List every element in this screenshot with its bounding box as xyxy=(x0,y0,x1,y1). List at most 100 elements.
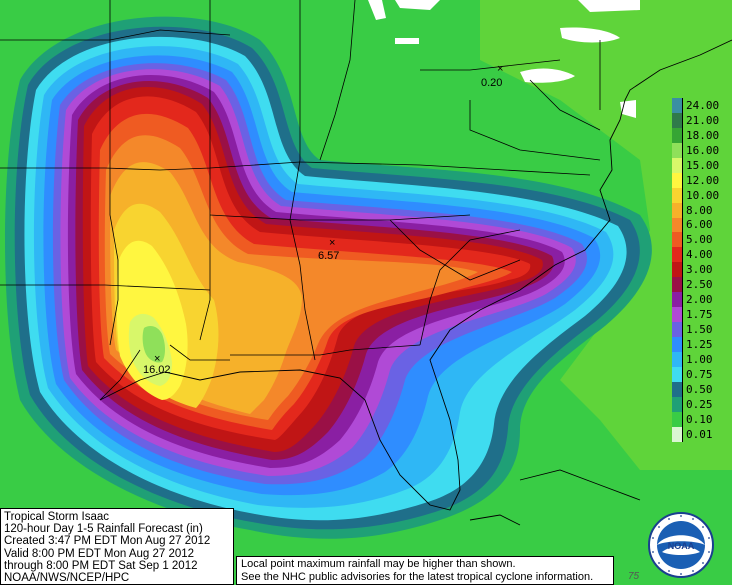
lake-small-white xyxy=(395,38,419,44)
legend-swatch xyxy=(672,322,683,337)
legend-swatch xyxy=(672,307,683,323)
coastline xyxy=(99,39,732,526)
legend-row: 1.50 xyxy=(672,322,732,337)
longitude-label: 75 xyxy=(628,571,640,582)
legend-label: 2.00 xyxy=(686,293,713,307)
legend-row: 12.00 xyxy=(672,172,732,188)
legend-label: 0.50 xyxy=(686,382,713,396)
legend-swatch xyxy=(672,172,683,188)
point-value-georgia: 6.57 xyxy=(318,250,340,262)
forecast-info-box: Tropical Storm Isaac 120-hour Day 1-5 Ra… xyxy=(0,508,234,585)
legend-label: 15.00 xyxy=(686,158,720,172)
point-marker-louisiana: × xyxy=(154,353,161,365)
legend-label: 16.00 xyxy=(686,143,720,157)
noaa-logo-icon: NOAA xyxy=(648,512,714,578)
legend-label: 0.25 xyxy=(686,397,713,411)
lake-ontario xyxy=(560,27,620,43)
info-storm-name: Tropical Storm Isaac xyxy=(4,511,110,523)
legend-swatch xyxy=(672,366,683,382)
legend-label: 0.75 xyxy=(686,367,713,381)
legend-label: 5.00 xyxy=(686,233,713,247)
legend-row: 1.25 xyxy=(672,337,732,352)
legend-row: 1.75 xyxy=(672,307,732,323)
band-0-01-east xyxy=(480,0,732,470)
legend-label: 1.75 xyxy=(686,308,713,322)
rainfall-legend: 24.00 21.00 18.00 16.00 15.00 12.00 10.00 8.00 6… xyxy=(672,98,732,442)
legend-row: 1.00 xyxy=(672,351,732,367)
legend-label: 8.00 xyxy=(686,203,713,217)
noaa-logo-text: NOAA xyxy=(668,541,695,551)
noaa-logo: NOAA xyxy=(648,512,714,578)
legend-row: 0.10 xyxy=(672,411,732,427)
disclaimer-box: Local point maximum rainfall may be high… xyxy=(236,556,614,585)
legend-swatch xyxy=(672,292,683,308)
legend-swatch xyxy=(672,277,683,293)
info-valid: Valid 8:00 PM EDT Mon Aug 27 2012 xyxy=(4,547,195,560)
legend-label: 21.00 xyxy=(686,113,720,127)
legend-swatch xyxy=(672,337,683,352)
legend-row: 6.00 xyxy=(672,217,732,233)
lake-michigan xyxy=(368,0,386,20)
legend-label: 0.01 xyxy=(686,427,713,441)
lake-erie xyxy=(520,68,575,83)
legend-label: 0.10 xyxy=(686,412,713,426)
legend-swatch xyxy=(672,411,683,427)
legend-swatch xyxy=(672,98,683,113)
legend-label: 18.00 xyxy=(686,128,720,142)
legend-swatch xyxy=(672,157,683,173)
legend-swatch xyxy=(672,112,683,128)
legend-row: 2.00 xyxy=(672,292,732,308)
legend-label: 4.00 xyxy=(686,248,713,262)
legend-swatch xyxy=(672,202,683,218)
legend-label: 10.00 xyxy=(686,188,720,202)
point-value-louisiana: 16.02 xyxy=(143,364,171,376)
legend-row: 18.00 xyxy=(672,127,732,143)
legend-row: 0.25 xyxy=(672,396,732,412)
legend-row: 21.00 xyxy=(672,112,732,128)
info-agency: NOAA/NWS/NCEP/HPC xyxy=(4,572,130,585)
legend-swatch xyxy=(672,217,683,233)
disclaimer-line-2: See the NHC public advisories for the la… xyxy=(241,571,594,583)
legend-label: 24.00 xyxy=(686,98,720,112)
legend-row: 24.00 xyxy=(672,98,732,113)
point-marker-north: × xyxy=(497,63,504,75)
lake-huron xyxy=(578,0,640,12)
legend-swatch xyxy=(672,247,683,263)
legend-swatch xyxy=(672,426,683,442)
legend-swatch xyxy=(672,187,683,203)
legend-row: 3.00 xyxy=(672,262,732,278)
legend-row: 10.00 xyxy=(672,187,732,203)
state-borders xyxy=(0,0,601,401)
legend-label: 1.50 xyxy=(686,323,713,337)
legend-row: 15.00 xyxy=(672,157,732,173)
legend-row: 16.00 xyxy=(672,142,732,158)
lake-erie-2 xyxy=(395,0,440,10)
legend-swatch xyxy=(672,381,683,397)
legend-swatch xyxy=(672,351,683,367)
legend-swatch xyxy=(672,396,683,412)
legend-swatch xyxy=(672,127,683,143)
legend-swatch xyxy=(672,142,683,158)
band-16-00 xyxy=(142,326,165,363)
legend-row: 0.75 xyxy=(672,366,732,382)
legend-row: 8.00 xyxy=(672,202,732,218)
legend-row: 4.00 xyxy=(672,247,732,263)
legend-row: 5.00 xyxy=(672,232,732,248)
legend-label: 12.00 xyxy=(686,173,720,187)
info-created: Created 3:47 PM EDT Mon Aug 27 2012 xyxy=(4,535,211,548)
legend-row: 0.50 xyxy=(672,381,732,397)
info-through: through 8:00 PM EDT Sat Sep 1 2012 xyxy=(4,559,198,572)
legend-label: 6.00 xyxy=(686,218,713,232)
legend-label: 3.00 xyxy=(686,263,713,277)
disclaimer-line-1: Local point maximum rainfall may be high… xyxy=(241,558,516,570)
legend-label: 1.25 xyxy=(686,337,713,351)
point-marker-georgia: × xyxy=(329,237,336,249)
point-value-north: 0.20 xyxy=(481,77,503,89)
legend-label: 2.50 xyxy=(686,278,713,292)
legend-row: 0.01 xyxy=(672,426,732,442)
legend-row: 2.50 xyxy=(672,277,732,293)
info-forecast-type: 120-hour Day 1-5 Rainfall Forecast (in) xyxy=(4,523,203,536)
legend-label: 1.00 xyxy=(686,352,713,366)
